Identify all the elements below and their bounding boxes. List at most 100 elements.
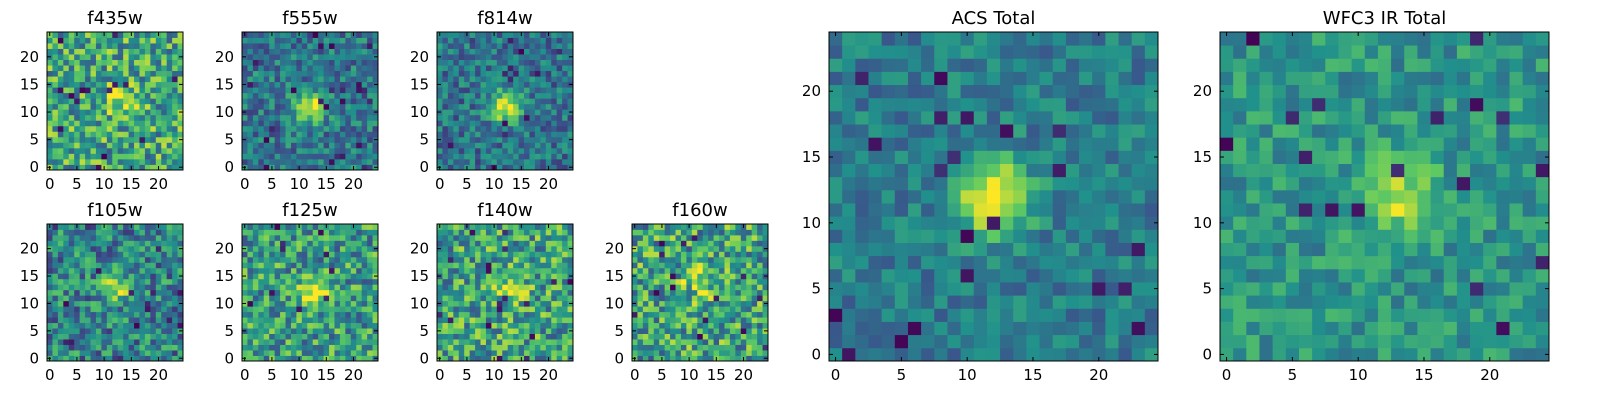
heatmap-cell: [691, 240, 698, 247]
heatmap-cell: [177, 278, 184, 285]
heatmap-cell: [921, 242, 935, 257]
heatmap-cell: [57, 267, 64, 274]
heatmap-cell: [637, 328, 644, 334]
heatmap-cell: [117, 54, 124, 60]
heatmap-cell: [258, 131, 265, 138]
heatmap-cell: [90, 98, 97, 105]
heatmap-cell: [258, 278, 265, 285]
heatmap-cell: [529, 114, 536, 121]
heatmap-cell: [545, 339, 552, 345]
heatmap-cell: [161, 333, 168, 340]
heatmap-cell: [323, 103, 330, 110]
heatmap-cell: [986, 150, 1001, 164]
heatmap-cell: [751, 311, 758, 318]
heatmap-cell: [551, 32, 558, 38]
x-tick-label: 15: [512, 175, 531, 193]
heatmap-cell: [881, 216, 896, 230]
heatmap-cell: [545, 81, 552, 88]
heatmap-cell: [329, 224, 335, 230]
x-tick-label: 5: [267, 366, 277, 384]
heatmap-cell: [90, 92, 97, 99]
heatmap-cell: [367, 76, 373, 83]
heatmap-cell: [247, 350, 254, 356]
heatmap-cell: [480, 295, 487, 302]
heatmap-cell: [719, 234, 725, 241]
heatmap-cell: [290, 333, 297, 340]
heatmap-cell: [881, 242, 896, 257]
heatmap-cell: [1118, 242, 1133, 257]
heatmap-cell: [123, 317, 129, 324]
heatmap-cell: [290, 355, 297, 362]
heatmap-cell: [318, 245, 324, 252]
heatmap-cell: [47, 147, 53, 154]
heatmap-cell: [1052, 189, 1067, 204]
heatmap-cell: [252, 273, 259, 280]
heatmap-cell: [68, 333, 75, 340]
heatmap-cell: [458, 125, 465, 132]
heatmap-cell: [361, 344, 368, 351]
heatmap-cell: [339, 125, 346, 132]
heatmap-cell: [296, 328, 303, 334]
heatmap-cell: [697, 267, 704, 274]
heatmap-cell: [540, 234, 547, 241]
heatmap-cell: [469, 224, 476, 230]
panel-title: f555w: [282, 8, 337, 29]
heatmap-cell: [307, 120, 314, 127]
heatmap-cell: [85, 262, 91, 269]
heatmap-cell: [367, 229, 373, 236]
heatmap-cell: [258, 339, 265, 345]
heatmap-cell: [372, 295, 379, 302]
heatmap-cell: [632, 251, 638, 258]
heatmap-cell: [334, 262, 341, 269]
heatmap-cell: [68, 229, 75, 236]
heatmap-cell: [751, 224, 758, 230]
heatmap-cell: [356, 278, 363, 285]
heatmap-cell: [746, 295, 753, 302]
heatmap-cell: [123, 37, 129, 44]
heatmap-cell: [447, 54, 454, 60]
heatmap-cell: [437, 295, 443, 302]
heatmap-cell: [90, 229, 97, 236]
heatmap-cell: [112, 245, 119, 252]
heatmap-cell: [74, 267, 81, 274]
heatmap-cell: [960, 308, 975, 322]
heatmap-cell: [524, 59, 530, 66]
heatmap-cell: [95, 153, 102, 160]
heatmap-cell: [562, 98, 568, 105]
heatmap-cell: [907, 255, 922, 270]
heatmap-cell: [128, 158, 135, 165]
heatmap-cell: [150, 147, 157, 154]
heatmap-cell: [112, 98, 119, 105]
heatmap-cell: [437, 306, 443, 313]
heatmap-cell: [112, 37, 119, 44]
heatmap-cell: [453, 32, 460, 38]
heatmap-cell: [740, 322, 747, 329]
heatmap-cell: [63, 234, 70, 241]
heatmap-cell: [1013, 203, 1027, 217]
heatmap-cell: [112, 284, 119, 291]
heatmap-cell: [345, 120, 352, 127]
heatmap-cell: [258, 234, 265, 241]
heatmap-cell: [63, 350, 70, 356]
heatmap-cell: [307, 350, 314, 356]
heatmap-cell: [323, 70, 330, 77]
heatmap-cell: [1092, 334, 1106, 349]
heatmap-cell: [518, 142, 525, 149]
heatmap-cell: [52, 311, 59, 318]
heatmap-cell: [442, 322, 449, 329]
heatmap-cell: [491, 350, 498, 356]
heatmap-cell: [52, 37, 59, 44]
heatmap-cell: [350, 103, 357, 110]
heatmap-cell: [134, 311, 140, 318]
heatmap-cell: [90, 76, 97, 83]
heatmap-cell: [648, 355, 655, 362]
heatmap-cell: [139, 98, 146, 105]
heatmap-cell: [534, 300, 541, 307]
heatmap-cell: [68, 240, 75, 247]
heatmap-cell: [161, 32, 168, 38]
heatmap-cell: [334, 300, 341, 307]
heatmap-cell: [329, 109, 335, 116]
heatmap-cell: [464, 267, 471, 274]
heatmap-cell: [166, 284, 173, 291]
heatmap-cell: [339, 120, 346, 127]
